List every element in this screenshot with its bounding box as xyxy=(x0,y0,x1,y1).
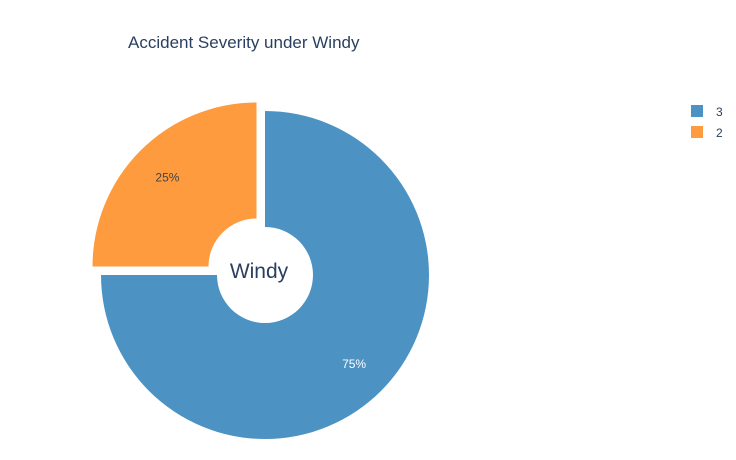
chart-title: Accident Severity under Windy xyxy=(128,33,360,52)
pie-slice-labels: 75% 25% xyxy=(155,170,366,371)
legend-label-3: 3 xyxy=(716,105,723,119)
legend-label-2: 2 xyxy=(716,126,723,140)
slice-percent-label-2: 25% xyxy=(155,170,179,184)
pie-slice-3[interactable] xyxy=(101,111,429,439)
pie-slice-2[interactable] xyxy=(92,102,257,267)
legend-item-3[interactable]: 3 xyxy=(691,105,723,119)
center-label: Windy xyxy=(230,260,289,283)
legend: 32 xyxy=(691,105,723,140)
legend-swatch-3 xyxy=(691,105,703,117)
slice-percent-label-3: 75% xyxy=(342,357,366,371)
legend-swatch-2 xyxy=(691,126,703,138)
legend-item-2[interactable]: 2 xyxy=(691,126,723,140)
pie-slices xyxy=(92,102,429,439)
